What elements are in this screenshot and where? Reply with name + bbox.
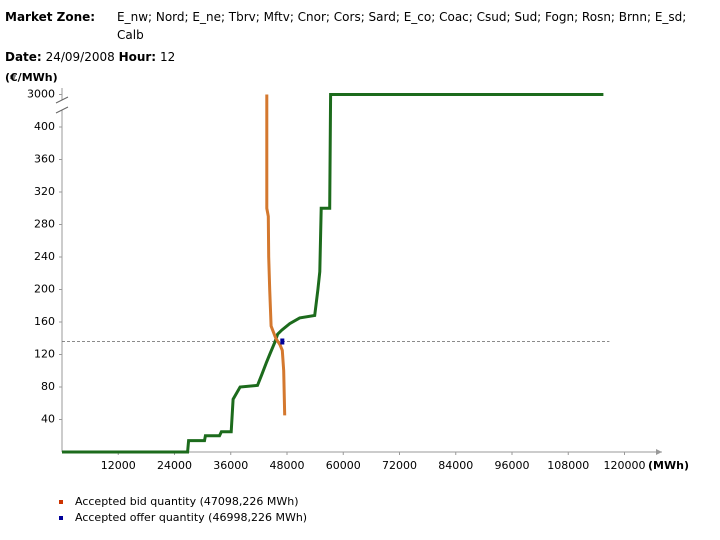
axis-break	[55, 96, 69, 114]
legend-label: Accepted bid quantity (47098,226 MWh)	[75, 495, 299, 508]
y-tick-label: 40	[41, 413, 55, 426]
hour-value: 12	[159, 50, 176, 64]
legend-label: Accepted offer quantity (46998,226 MWh)	[75, 511, 307, 524]
y-axis-label: (€/MWh)	[5, 71, 58, 84]
x-axis-arrow	[656, 449, 662, 455]
date-value: 24/09/2008	[45, 50, 115, 64]
hour-label: Hour:	[118, 50, 157, 64]
x-tick-label: 60000	[326, 459, 361, 472]
clearing-point	[280, 338, 285, 345]
y-tick-label: 200	[34, 283, 55, 296]
x-tick-label: 12000	[101, 459, 136, 472]
legend-swatch	[59, 516, 63, 520]
y-tick-label: 400	[34, 120, 55, 133]
x-tick-label: 96000	[495, 459, 530, 472]
y-tick-label: 80	[41, 380, 55, 393]
y-tick-label: 240	[34, 250, 55, 263]
axis-break-gap	[56, 100, 68, 110]
y-tick-label: 320	[34, 185, 55, 198]
date-line: Date: 24/09/2008 Hour: 12	[5, 48, 175, 66]
y-tick-label: 360	[34, 153, 55, 166]
x-tick-label: 84000	[438, 459, 473, 472]
x-tick-label: 108000	[547, 459, 589, 472]
x-tick-label: 36000	[213, 459, 248, 472]
y-tick-label: 160	[34, 315, 55, 328]
x-tick-label: 24000	[157, 459, 192, 472]
x-tick-label: 120000	[604, 459, 646, 472]
y-tick-label: 120	[34, 348, 55, 361]
x-tick-label: 48000	[270, 459, 305, 472]
zone-value: E_nw; Nord; E_ne; Tbrv; Mftv; Cnor; Cors…	[117, 10, 687, 42]
curve	[62, 93, 604, 454]
date-label: Date:	[5, 50, 42, 64]
zone-label: Market Zone:	[5, 10, 96, 24]
y-tick-label: 280	[34, 218, 55, 231]
curve	[265, 94, 287, 416]
legend-swatch	[59, 500, 63, 504]
x-axis-label: (MWh)	[648, 459, 689, 472]
x-tick-label: 72000	[382, 459, 417, 472]
y-tick-label: 3000	[27, 88, 55, 101]
